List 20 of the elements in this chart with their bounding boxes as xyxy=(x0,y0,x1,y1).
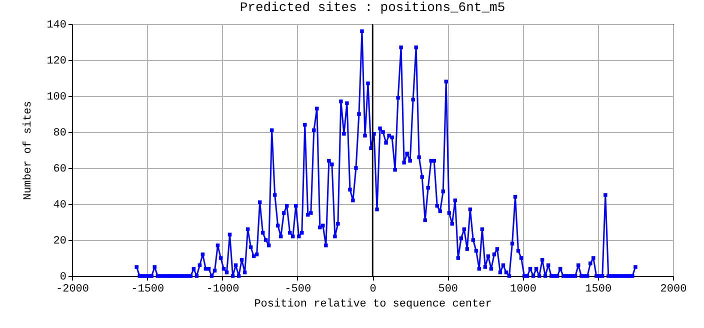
y-tick-label: 100 xyxy=(46,92,66,104)
x-tick-label: 2000 xyxy=(660,284,687,296)
y-tick-label: 80 xyxy=(53,128,66,140)
x-tick-label: -2000 xyxy=(56,284,90,296)
x-axis-title: Position relative to sequence center xyxy=(254,298,492,310)
x-tick-label: 1500 xyxy=(585,284,612,296)
x-tick-label: 1000 xyxy=(510,284,536,296)
y-tick-label: 40 xyxy=(53,200,66,212)
y-tick-label: 0 xyxy=(60,272,66,284)
x-tick-label: -500 xyxy=(284,284,312,296)
x-tick-label: -1500 xyxy=(131,284,164,296)
x-tick-label: -1000 xyxy=(206,284,240,296)
y-tick-label: 140 xyxy=(46,20,66,32)
x-tick-label: 0 xyxy=(370,284,376,296)
y-axis-title: Number of sites xyxy=(22,100,35,200)
x-tick-label: 500 xyxy=(438,284,458,296)
y-tick-label: 20 xyxy=(53,236,66,248)
y-tick-label: 60 xyxy=(53,164,66,176)
y-tick-label: 120 xyxy=(46,56,66,68)
chart-title: Predicted sites : positions_6nt_m5 xyxy=(240,0,506,15)
